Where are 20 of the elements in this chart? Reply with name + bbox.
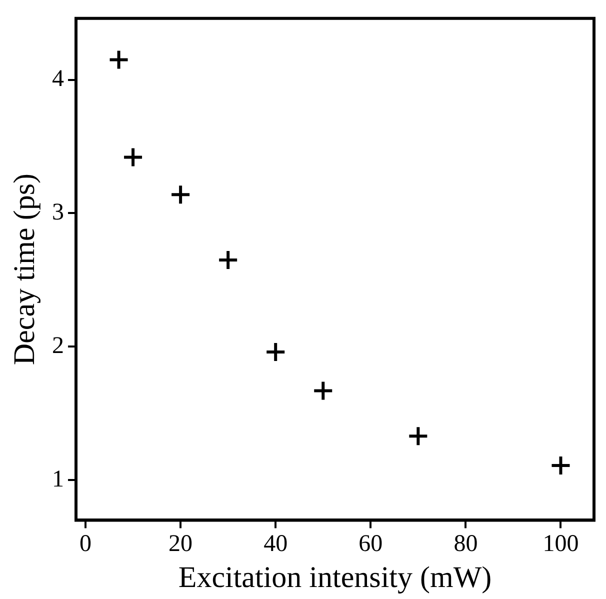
y-tick-label: 2	[52, 333, 64, 359]
point	[312, 380, 334, 402]
point	[122, 146, 144, 168]
y-axis-title: Decay time (ps)	[8, 174, 41, 366]
x-tick-label: 20	[168, 530, 193, 557]
x-tick-label: 0	[80, 530, 92, 557]
y-tick-label: 3	[52, 200, 64, 226]
x-tick-label: 40	[264, 530, 288, 557]
x-tick-label: 100	[542, 530, 579, 557]
y-tick-label: 4	[52, 66, 64, 92]
point	[265, 342, 286, 363]
point	[408, 426, 429, 447]
point	[218, 249, 239, 270]
point	[108, 49, 130, 70]
x-tick-label: 80	[454, 530, 478, 557]
point	[170, 184, 192, 206]
x-tick-label: 60	[358, 530, 383, 557]
point	[550, 454, 572, 476]
x-axis-title: Excitation intensity (mW)	[178, 560, 492, 594]
y-tick-label: 1	[52, 466, 64, 492]
